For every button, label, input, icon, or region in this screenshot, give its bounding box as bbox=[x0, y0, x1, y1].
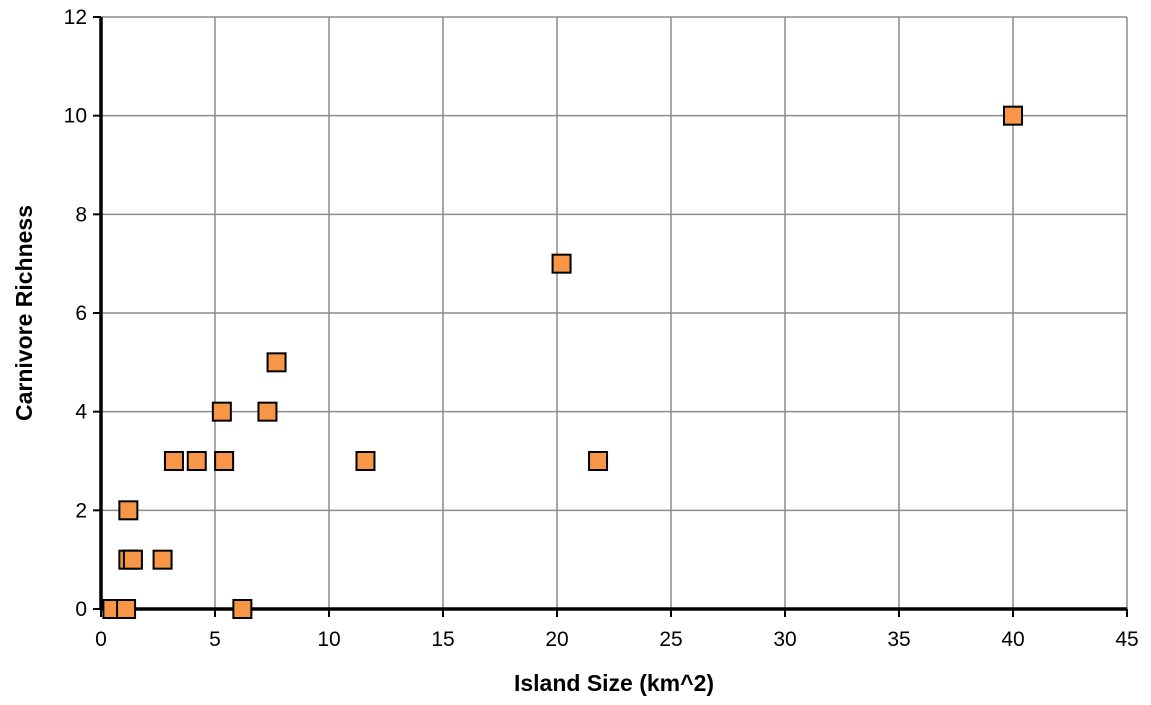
x-tick-label: 10 bbox=[317, 628, 340, 651]
data-point bbox=[163, 451, 184, 471]
y-axis-title: Carnivore Richness bbox=[11, 205, 37, 421]
data-points bbox=[102, 105, 1023, 619]
data-point bbox=[257, 401, 278, 422]
x-tick-label: 35 bbox=[887, 628, 910, 651]
y-tick-label: 0 bbox=[75, 598, 87, 621]
x-tick-label: 30 bbox=[773, 628, 796, 651]
data-point bbox=[266, 352, 287, 373]
x-tick-label: 15 bbox=[431, 628, 454, 651]
y-tick-label: 12 bbox=[64, 6, 87, 29]
data-point bbox=[186, 451, 207, 471]
y-tick-label: 6 bbox=[75, 302, 87, 325]
y-tick-label: 8 bbox=[75, 203, 87, 226]
data-point bbox=[232, 599, 253, 619]
y-tick-label: 10 bbox=[64, 105, 87, 128]
x-tick-label: 20 bbox=[545, 628, 568, 651]
x-tick-label: 40 bbox=[1001, 628, 1024, 651]
data-point bbox=[116, 599, 137, 619]
x-axis-title: Island Size (km^2) bbox=[514, 670, 714, 696]
data-point bbox=[214, 451, 235, 471]
x-tick-label: 45 bbox=[1115, 628, 1138, 651]
data-point bbox=[152, 549, 173, 570]
x-tick-label: 25 bbox=[659, 628, 682, 651]
grid-lines bbox=[101, 16, 1128, 609]
x-tick-label: 0 bbox=[95, 628, 107, 651]
y-tick-label: 4 bbox=[75, 401, 87, 424]
data-point bbox=[122, 549, 143, 570]
data-point bbox=[588, 451, 609, 471]
y-tick-label: 2 bbox=[75, 499, 87, 522]
x-tick-label: 5 bbox=[209, 628, 221, 651]
data-point bbox=[551, 253, 572, 274]
tick-labels: 0 5 10 15 20 25 30 35 40 45 0 2 4 6 8 10 12 bbox=[64, 6, 1139, 651]
data-point bbox=[211, 401, 232, 422]
data-point bbox=[355, 451, 376, 471]
axes bbox=[93, 16, 1128, 617]
data-point bbox=[1003, 105, 1023, 126]
data-point bbox=[118, 500, 139, 521]
